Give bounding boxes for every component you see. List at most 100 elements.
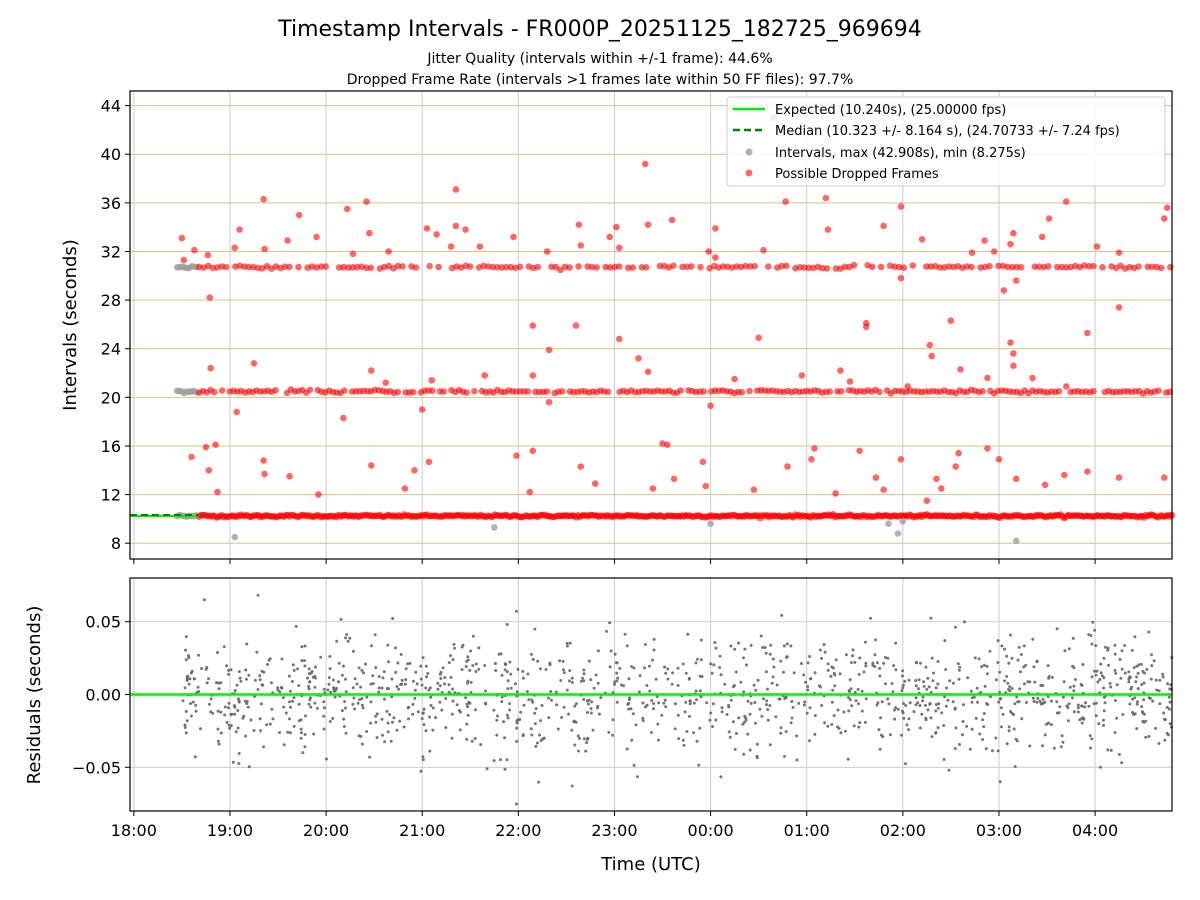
residual-point xyxy=(1115,716,1119,720)
residual-point xyxy=(917,687,920,691)
residual-point xyxy=(1115,683,1119,687)
residual-point xyxy=(737,716,741,720)
residual-point xyxy=(1072,684,1076,688)
residual-point xyxy=(1134,680,1138,684)
residual-point xyxy=(1039,684,1043,687)
residual-point xyxy=(237,752,241,755)
residual-point xyxy=(235,683,239,687)
residual-point xyxy=(241,716,245,720)
dropped-frame-point xyxy=(1161,215,1168,222)
residual-point xyxy=(449,654,452,658)
dropped-frame-point xyxy=(295,211,303,219)
dropped-frame-point xyxy=(411,467,418,474)
dropped-frame-point xyxy=(990,248,998,255)
residual-point xyxy=(196,685,200,689)
residual-point xyxy=(768,743,772,747)
residual-point xyxy=(217,742,221,746)
residual-point xyxy=(199,727,202,731)
residual-point xyxy=(399,683,403,686)
dropped-frame-point xyxy=(606,233,613,241)
residual-point xyxy=(1009,710,1012,713)
residual-point xyxy=(936,660,940,663)
residual-point xyxy=(847,709,851,713)
residual-point xyxy=(359,734,363,738)
residual-point xyxy=(1083,705,1087,709)
residual-point xyxy=(429,695,433,699)
residual-point xyxy=(188,677,192,681)
dropped-frame-point xyxy=(897,203,905,210)
residual-point xyxy=(331,678,335,682)
residual-point xyxy=(186,674,190,678)
residual-point xyxy=(832,714,836,718)
residual-point xyxy=(1047,721,1051,725)
residual-point xyxy=(368,755,371,759)
residual-point xyxy=(719,775,723,779)
dropped-frame-point xyxy=(832,490,839,497)
residual-point xyxy=(231,760,235,764)
residual-point xyxy=(328,667,332,671)
residual-point xyxy=(904,762,907,766)
residual-point xyxy=(237,762,241,765)
residual-point xyxy=(729,698,733,702)
residual-point xyxy=(934,731,938,735)
dropped-frame-point xyxy=(368,462,375,469)
residual-point xyxy=(521,676,525,680)
residual-point xyxy=(850,704,854,708)
residual-point xyxy=(623,632,627,636)
residual-point xyxy=(329,690,333,694)
dropped-frame-point xyxy=(188,453,195,461)
residual-point xyxy=(314,665,317,669)
residual-point xyxy=(406,662,410,666)
residual-point xyxy=(968,747,972,751)
top-y-tick-label: 16 xyxy=(101,437,121,456)
residual-point xyxy=(997,700,1001,704)
top-y-tick-label: 40 xyxy=(101,145,121,164)
residual-point xyxy=(934,709,938,713)
dropped-frame-point xyxy=(918,236,926,243)
residual-point xyxy=(746,732,750,736)
residual-point xyxy=(258,717,262,721)
x-tick-label: 01:00 xyxy=(784,821,830,840)
residual-point xyxy=(500,673,504,677)
residual-point xyxy=(780,613,784,617)
x-tick-label: 03:00 xyxy=(976,821,1022,840)
residual-point xyxy=(961,733,964,737)
residual-point xyxy=(755,756,759,760)
residual-point xyxy=(1130,648,1134,652)
residual-point xyxy=(344,677,348,681)
interval-point xyxy=(1013,537,1020,545)
residual-point xyxy=(1131,711,1134,714)
dropped-frame-point xyxy=(211,388,218,396)
residual-point xyxy=(503,767,507,771)
residual-point xyxy=(934,686,938,690)
dropped-frame-point xyxy=(957,366,964,373)
residual-point xyxy=(568,641,572,645)
residual-point xyxy=(1063,649,1067,653)
residual-point xyxy=(466,713,470,717)
residual-point xyxy=(265,723,269,727)
top-panel-y-ticks: 8 12 16 20 24 28 32 36 40 44 xyxy=(101,97,130,553)
residual-point xyxy=(346,639,350,643)
residual-point xyxy=(515,726,518,730)
x-tick-label: 23:00 xyxy=(591,821,637,840)
residual-point xyxy=(957,668,961,672)
residual-point xyxy=(1120,649,1124,653)
residual-point xyxy=(857,725,861,729)
residual-point xyxy=(886,697,890,701)
residual-point xyxy=(981,718,984,722)
residual-point xyxy=(676,684,680,687)
residual-point xyxy=(589,711,593,715)
dropped-frame-point xyxy=(986,262,993,270)
top-y-tick-label: 20 xyxy=(101,388,121,407)
residual-point xyxy=(209,697,213,701)
residual-point xyxy=(1043,733,1047,737)
dropped-frame-point xyxy=(616,244,623,252)
residual-point xyxy=(766,687,769,691)
residual-point xyxy=(1003,647,1006,651)
residual-point xyxy=(627,707,631,711)
dropped-frame-point xyxy=(677,387,684,394)
residual-point xyxy=(951,681,955,685)
residual-point xyxy=(1099,671,1103,675)
residual-point xyxy=(1084,701,1087,705)
residual-point xyxy=(282,705,286,709)
